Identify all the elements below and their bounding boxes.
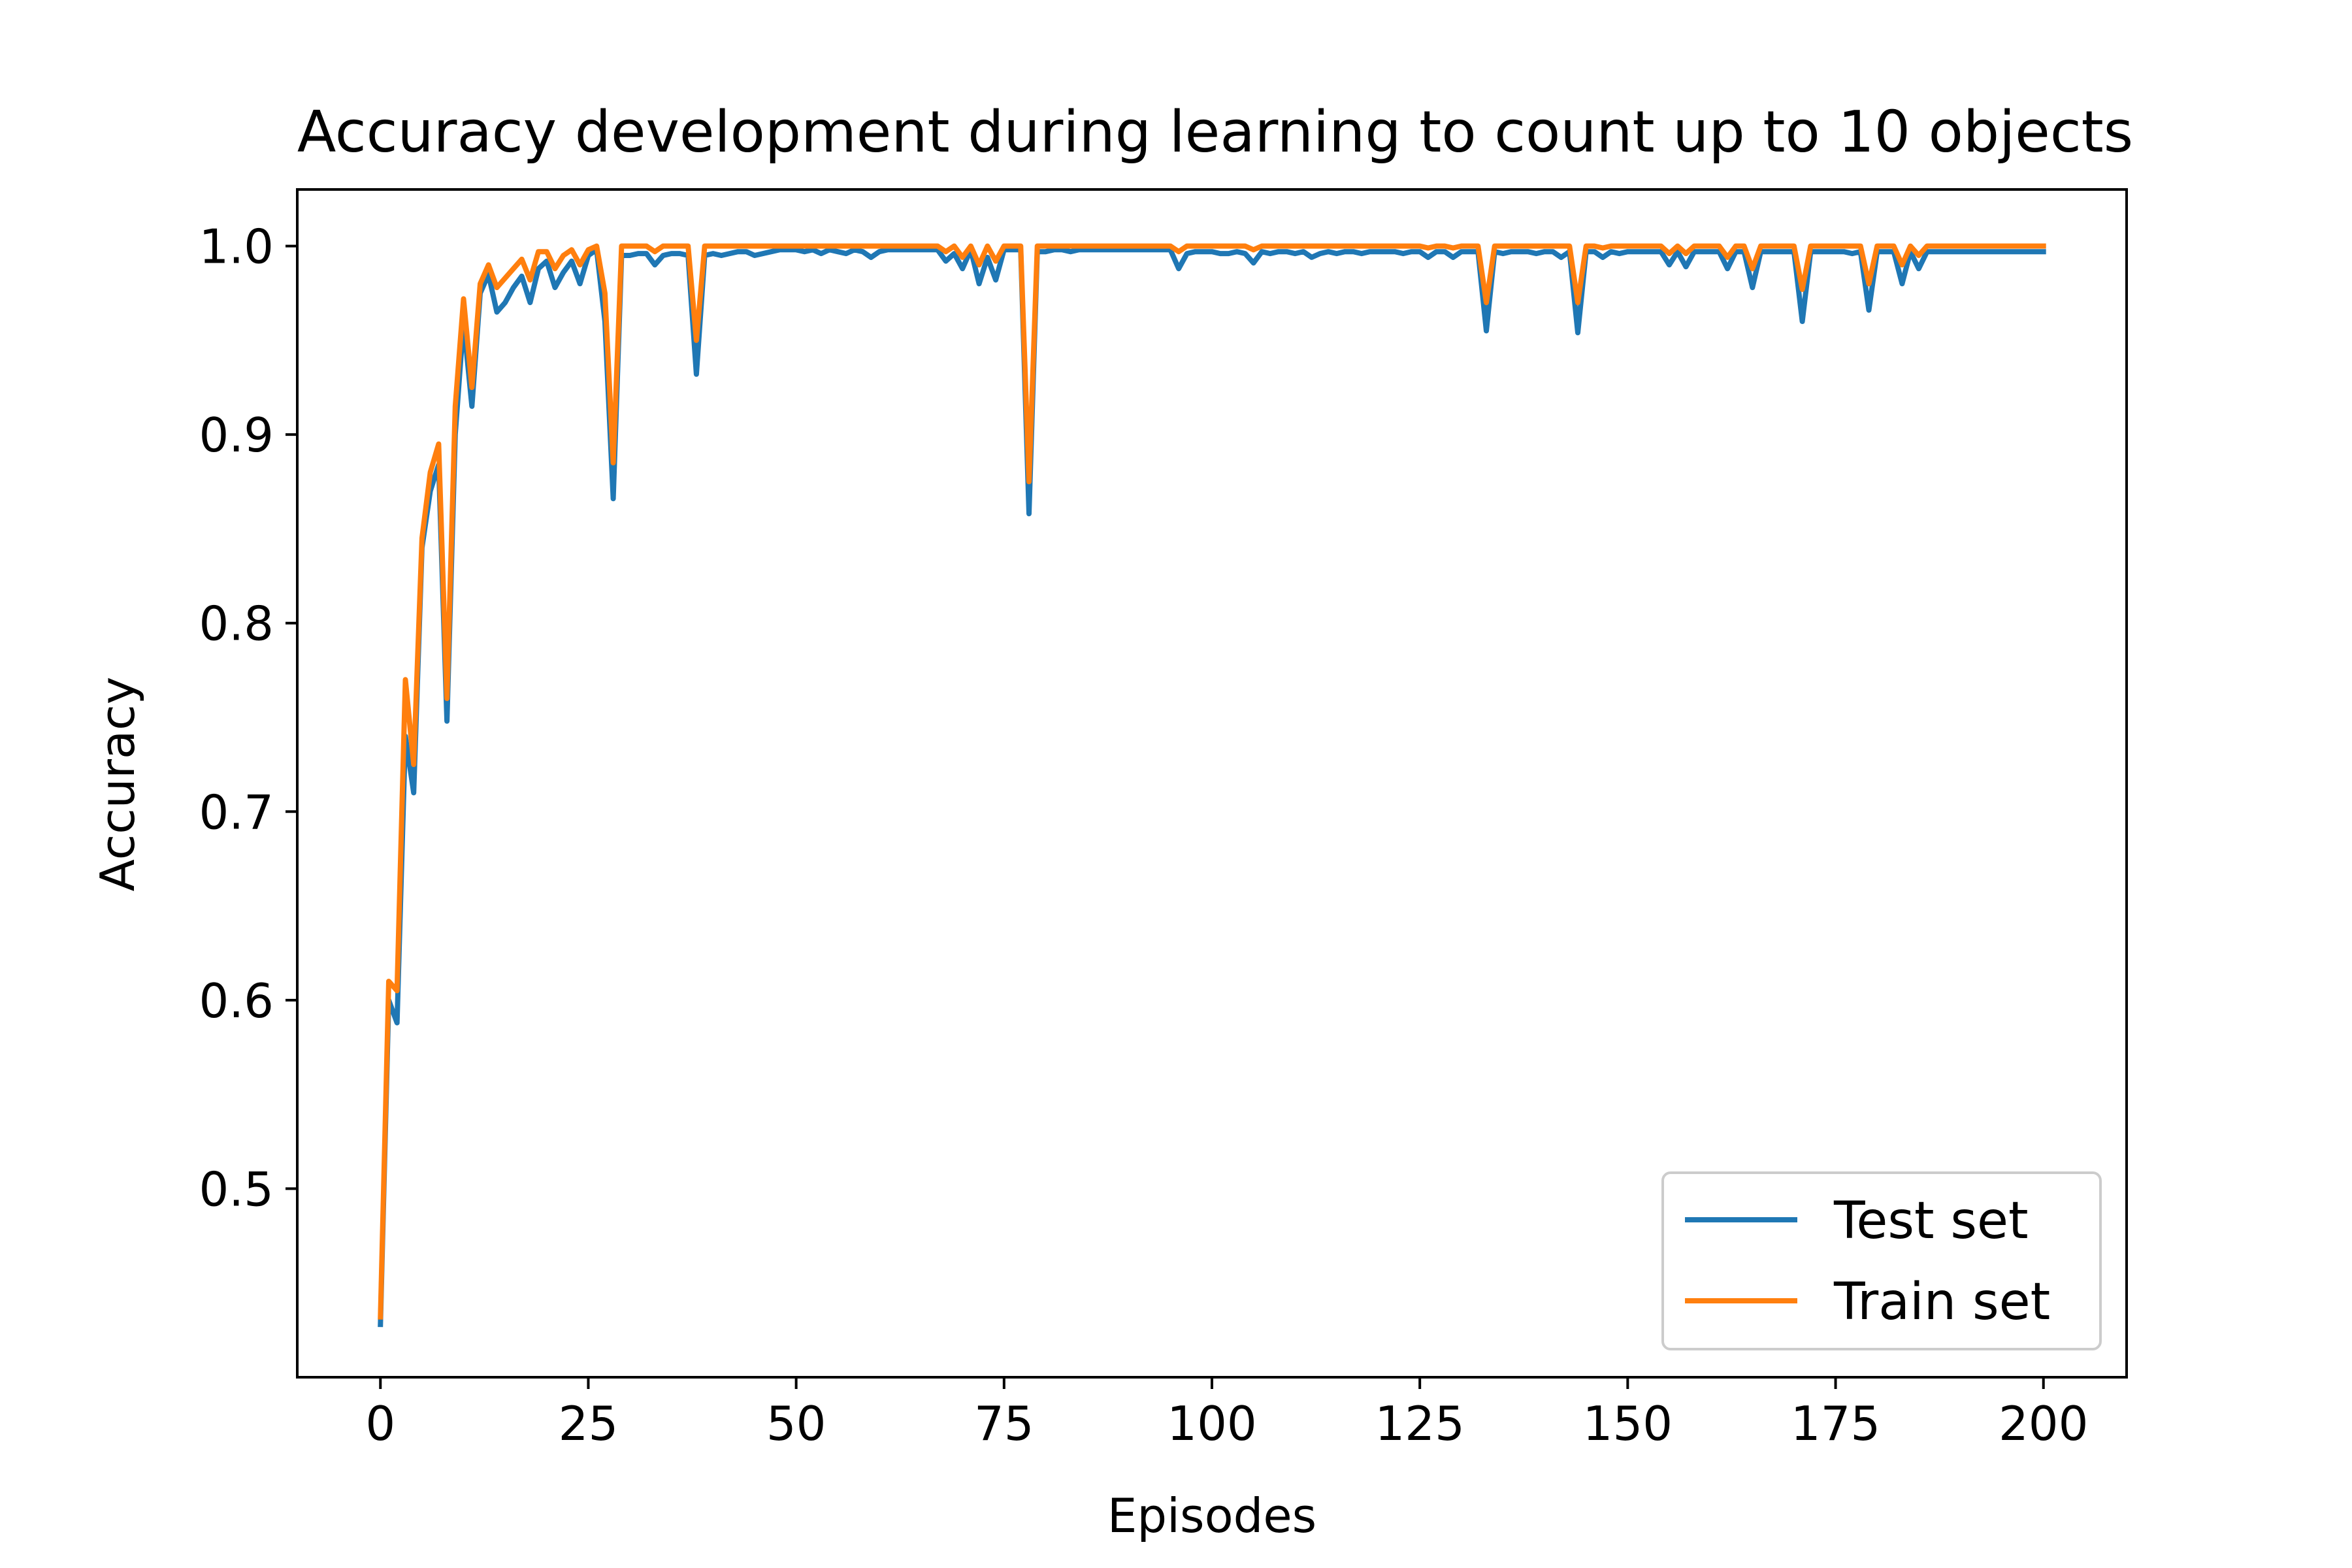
legend-label: Train set <box>1833 1273 2050 1331</box>
x-tick-label: 25 <box>559 1396 619 1451</box>
chart-title: Accuracy development during learning to … <box>297 99 2133 165</box>
x-axis-ticks: 0 25 50 75 100 125 150 175 200 <box>365 1377 2088 1451</box>
x-tick-label: 200 <box>1999 1396 2088 1451</box>
y-tick-label: 0.9 <box>199 408 274 463</box>
y-axis-ticks: 0.5 0.6 0.7 0.8 0.9 1.0 <box>199 220 297 1217</box>
x-tick-label: 100 <box>1167 1396 1256 1451</box>
x-tick-label: 50 <box>766 1396 826 1451</box>
y-tick-label: 0.6 <box>199 973 274 1028</box>
y-tick-label: 0.8 <box>199 596 274 651</box>
x-tick-label: 125 <box>1375 1396 1464 1451</box>
x-tick-label: 175 <box>1791 1396 1880 1451</box>
legend-label: Test set <box>1833 1192 2029 1250</box>
series-group <box>378 243 2046 1328</box>
y-tick-label: 0.5 <box>199 1162 274 1217</box>
axes-frame <box>296 188 2128 1379</box>
x-tick-label: 150 <box>1583 1396 1673 1451</box>
series-line-train-set <box>378 243 2046 1320</box>
y-axis-label: Accuracy <box>90 677 145 892</box>
x-tick-label: 0 <box>365 1396 395 1451</box>
legend: Test set Train set <box>1661 1171 2102 1350</box>
x-axis-label: Episodes <box>1107 1488 1316 1543</box>
series-line-test-set <box>378 247 2046 1328</box>
legend-box <box>1661 1171 2102 1350</box>
y-tick-label: 0.7 <box>199 785 274 840</box>
x-tick-label: 75 <box>974 1396 1034 1451</box>
y-tick-label: 1.0 <box>199 220 274 274</box>
